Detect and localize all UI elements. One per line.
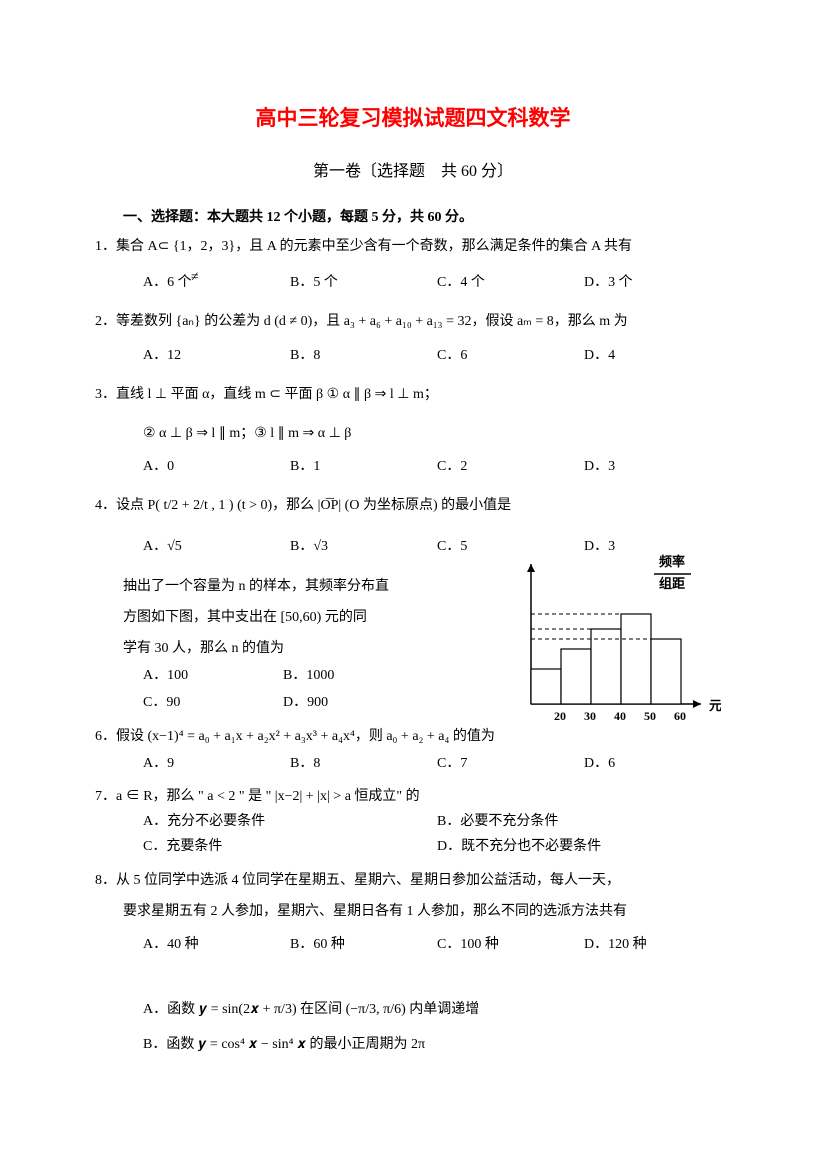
- q2-stem: 2．等差数列 {aₙ} 的公差为 d (d ≠ 0)，且 a₃ + a₆ + a…: [95, 309, 731, 334]
- question-4: 4．设点 P( t/2 + 2/t , 1 ) (t > 0)，那么 |O͞P|…: [95, 493, 731, 559]
- q9-opt-a: A．函数 𝒚 = sin(2𝒙 + π/3) 在区间 (−π/3, π/6) 内…: [143, 997, 731, 1022]
- q4-stem: 4．设点 P( t/2 + 2/t , 1 ) (t > 0)，那么 |O͞P|…: [95, 493, 731, 518]
- q5-opt-a: A．100: [143, 663, 283, 688]
- svg-text:组距: 组距: [659, 576, 685, 591]
- q3-opt-b: B．1: [290, 454, 437, 479]
- question-7: 7．a ∈ R，那么 " a < 2 " 是 " |x−2| + |x| > a…: [95, 784, 731, 860]
- q5-line1: 抽出了一个容量为 n 的样本，其频率分布直: [123, 574, 435, 599]
- q1-opt-a: A．6 个: [143, 270, 290, 295]
- q1-opt-d: D．3 个: [584, 270, 731, 295]
- q5-opt-d: D．900: [283, 690, 423, 715]
- q5-line2: 方图如下图，其中支出在 [50,60) 元的同: [123, 605, 435, 630]
- svg-text:20: 20: [554, 709, 566, 723]
- q2-opt-c: C．6: [437, 343, 584, 368]
- q8-opt-a: A．40 种: [143, 932, 290, 957]
- q2-opt-d: D．4: [584, 343, 731, 368]
- svg-text:元: 元: [709, 698, 721, 713]
- q8-opt-b: B．60 种: [290, 932, 437, 957]
- question-8: 8．从 5 位同学中选派 4 位同学在星期五、星期六、星期日参加公益活动，每人一…: [95, 868, 731, 958]
- q4-opt-b: B．√3: [290, 534, 437, 559]
- question-5: 抽出了一个容量为 n 的样本，其频率分布直 方图如下图，其中支出在 [50,60…: [95, 574, 731, 716]
- q1-neq: ≠: [191, 265, 199, 290]
- section-header: 一、选择题：本大题共 12 个小题，每题 5 分，共 60 分。: [123, 205, 731, 230]
- q7-stem: 7．a ∈ R，那么 " a < 2 " 是 " |x−2| + |x| > a…: [95, 784, 731, 809]
- q6-opt-d: D．6: [584, 751, 731, 776]
- histogram-chart: 频率组距 20 30 40 50 60 元: [501, 554, 721, 734]
- q1-opt-c: C．4 个: [437, 270, 584, 295]
- svg-text:40: 40: [614, 709, 626, 723]
- q5-line3: 学有 30 人，那么 n 的值为: [123, 636, 435, 661]
- q3-opt-a: A．0: [143, 454, 290, 479]
- q5-opt-b: B．1000: [283, 663, 423, 688]
- subtitle: 第一卷〔选择题 共 60 分〕: [95, 158, 731, 187]
- q1-opt-b: B．5 个: [290, 270, 437, 295]
- q3-opt-c: C．2: [437, 454, 584, 479]
- svg-text:频率: 频率: [659, 554, 685, 569]
- q1-stem: 1．集合 A⊂ {1，2，3}，且 A 的元素中至少含有一个奇数，那么满足条件的…: [95, 234, 731, 259]
- q4-opt-a: A．√5: [143, 534, 290, 559]
- svg-text:30: 30: [584, 709, 596, 723]
- q5-opt-c: C．90: [143, 690, 283, 715]
- q7-opt-a: A．充分不必要条件: [143, 809, 437, 834]
- q2-opt-b: B．8: [290, 343, 437, 368]
- question-1: 1．集合 A⊂ {1，2，3}，且 A 的元素中至少含有一个奇数，那么满足条件的…: [95, 234, 731, 296]
- question-3: 3．直线 l ⊥ 平面 α，直线 m ⊂ 平面 β ① α ∥ β ⇒ l ⊥ …: [95, 382, 731, 480]
- q2-opt-a: A．12: [143, 343, 290, 368]
- q8-opt-d: D．120 种: [584, 932, 731, 957]
- svg-text:60: 60: [674, 709, 686, 723]
- question-2: 2．等差数列 {aₙ} 的公差为 d (d ≠ 0)，且 a₃ + a₆ + a…: [95, 309, 731, 367]
- q7-opt-c: C．充要条件: [143, 834, 437, 859]
- q6-opt-a: A．9: [143, 751, 290, 776]
- page-title: 高中三轮复习模拟试题四文科数学: [95, 100, 731, 138]
- question-9: A．函数 𝒚 = sin(2𝒙 + π/3) 在区间 (−π/3, π/6) 内…: [95, 997, 731, 1057]
- q3-stem: 3．直线 l ⊥ 平面 α，直线 m ⊂ 平面 β ① α ∥ β ⇒ l ⊥ …: [95, 382, 731, 407]
- q6-opt-c: C．7: [437, 751, 584, 776]
- q3-line2: ② α ⊥ β ⇒ l ∥ m；③ l ∥ m ⇒ α ⊥ β: [143, 421, 731, 446]
- q3-opt-d: D．3: [584, 454, 731, 479]
- q8-stem1: 8．从 5 位同学中选派 4 位同学在星期五、星期六、星期日参加公益活动，每人一…: [95, 868, 731, 893]
- q8-opt-c: C．100 种: [437, 932, 584, 957]
- svg-text:50: 50: [644, 709, 656, 723]
- q6-opt-b: B．8: [290, 751, 437, 776]
- q7-opt-b: B．必要不充分条件: [437, 809, 731, 834]
- q8-stem2: 要求星期五有 2 人参加，星期六、星期日各有 1 人参加，那么不同的选派方法共有: [123, 899, 731, 924]
- q9-opt-b: B．函数 𝒚 = cos⁴ 𝒙 − sin⁴ 𝒙 的最小正周期为 2π: [143, 1032, 731, 1057]
- q7-opt-d: D．既不充分也不必要条件: [437, 834, 731, 859]
